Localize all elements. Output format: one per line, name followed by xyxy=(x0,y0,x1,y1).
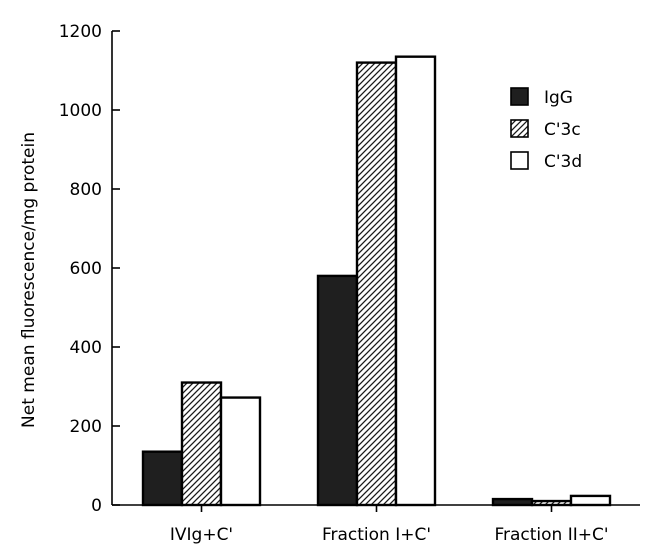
y-tick-label: 200 xyxy=(70,417,102,437)
legend-label: C'3c xyxy=(544,120,581,140)
x-category-label: IVIg+C' xyxy=(170,525,233,545)
y-tick-label: 0 xyxy=(91,496,102,516)
x-axis: IVIg+C' Fraction I+C' Fraction II+C' xyxy=(112,504,640,545)
y-tick-label: 400 xyxy=(70,338,102,358)
y-tick-label: 600 xyxy=(70,259,102,279)
legend-label: C'3d xyxy=(544,152,582,172)
legend-swatch xyxy=(510,87,529,106)
bars xyxy=(141,55,612,507)
x-category-label: Fraction II+C' xyxy=(494,525,608,545)
bar-igg-2 xyxy=(316,274,359,507)
legend-swatch xyxy=(510,151,529,170)
y-axis: 0 200 400 600 800 1000 1200 xyxy=(59,22,120,516)
y-tick-label: 1200 xyxy=(59,22,102,42)
bar-c3d-2 xyxy=(394,55,437,507)
bar-c3c-2 xyxy=(355,61,398,507)
y-tick-label: 800 xyxy=(70,180,102,200)
y-axis-title: Net mean fluorescence/mg protein xyxy=(19,132,39,428)
x-category-label: Fraction I+C' xyxy=(322,525,431,545)
y-tick-label: 1000 xyxy=(59,101,102,121)
bar-c3c-1 xyxy=(180,381,223,507)
legend-swatch xyxy=(510,119,529,138)
legend: IgG C'3c C'3d xyxy=(510,87,582,172)
bar-igg-1 xyxy=(141,450,184,507)
bar-igg-3 xyxy=(491,497,534,507)
bar-c3d-3 xyxy=(569,494,612,507)
bar-c3d-1 xyxy=(219,396,262,507)
legend-label: IgG xyxy=(544,88,573,108)
